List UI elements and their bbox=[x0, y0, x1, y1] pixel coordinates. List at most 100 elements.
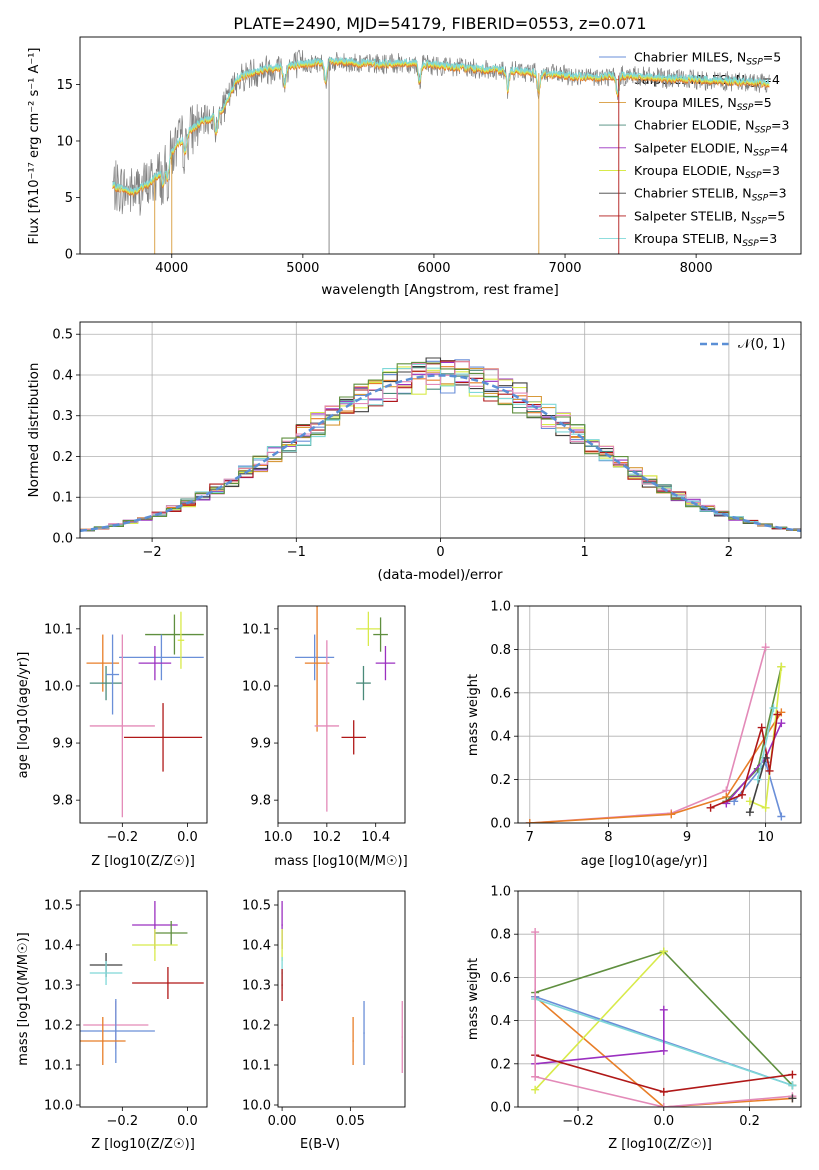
residual-ytick-label: 0.1 bbox=[52, 491, 73, 506]
age-z-ytick-label: 10.0 bbox=[44, 679, 73, 694]
data-point bbox=[326, 725, 328, 727]
residual-frame bbox=[79, 321, 802, 539]
weight-z-xtick-label: 0.2 bbox=[739, 1114, 760, 1129]
weight-marker bbox=[659, 1046, 668, 1055]
weight-marker bbox=[659, 1005, 668, 1014]
age-mass-xlabel: mass [log10(M/M☉)] bbox=[274, 854, 407, 869]
mass-ebv-ytick-label: 10.1 bbox=[242, 1059, 271, 1074]
mass-z-xtick-label: 0.0 bbox=[177, 1114, 198, 1129]
data-point bbox=[170, 932, 172, 934]
mass-z: −0.2 0.0 10.0 10.1 10.2 10.3 10.4 10.5 bbox=[44, 890, 208, 1129]
weight-marker bbox=[765, 766, 774, 775]
data-point bbox=[162, 736, 164, 739]
spectrum-ytick-label: 15 bbox=[56, 78, 73, 93]
mass-z-ytick-label: 10.3 bbox=[44, 979, 73, 994]
data-point bbox=[362, 682, 365, 684]
weight-z-ytick-label: 0.2 bbox=[490, 1057, 511, 1072]
residual-xtick-label: −1 bbox=[287, 545, 306, 560]
data-point bbox=[111, 673, 114, 676]
weight-age-frame bbox=[517, 605, 802, 824]
data-point bbox=[367, 628, 370, 630]
age-mass-xtick-label: 10.0 bbox=[264, 830, 293, 845]
age-z-ytick-label: 10.1 bbox=[44, 622, 73, 637]
residual-panel: (data-model)/error Normed distribution 𝒩… bbox=[26, 337, 785, 583]
weight-z-panel: Z [log10(Z/Z☉)] mass weight bbox=[466, 958, 712, 1152]
age-z-panel: Z [log10(Z/Z☉)] age [log10(age/yr)] bbox=[16, 652, 195, 869]
legend-label: Chabrier MILES, NSSP=5 bbox=[634, 50, 781, 68]
age-z-xtick-label: −0.2 bbox=[107, 830, 139, 845]
weight-marker bbox=[659, 1087, 668, 1096]
data-point bbox=[101, 1040, 104, 1042]
residual-plot-area bbox=[80, 357, 801, 533]
spectrum-frame bbox=[79, 36, 802, 255]
weight-z-ytick-label: 0.8 bbox=[490, 928, 511, 943]
mass-z-ytick-label: 10.2 bbox=[44, 1019, 73, 1034]
data-point bbox=[281, 924, 283, 926]
mass-z-panel: Z [log10(Z/Z☉)] mass [log10(M/M☉)] bbox=[16, 932, 195, 1152]
mass-ebv-xtick-label: 0.05 bbox=[336, 1114, 365, 1129]
weight-z-xlabel: Z [log10(Z/Z☉)] bbox=[608, 1137, 712, 1152]
residual-histogram-step bbox=[80, 363, 801, 531]
weight-marker bbox=[531, 1085, 540, 1094]
weight-z-ylabel: mass weight bbox=[466, 958, 481, 1040]
weight-series-line bbox=[749, 757, 767, 813]
weight-age: 7 8 9 10 0.0 0.2 0.4 0.6 0.8 1.0 bbox=[490, 600, 802, 845]
residual-xlabel: (data-model)/error bbox=[377, 567, 503, 583]
weight-age-xlabel: age [log10(age/yr)] bbox=[581, 854, 708, 869]
mass-ebv-xtick-label: 0.00 bbox=[268, 1114, 297, 1129]
weight-z-xtick-label: 0.0 bbox=[653, 1114, 674, 1129]
mass-ebv-ytick-label: 10.2 bbox=[242, 1019, 271, 1034]
weight-marker bbox=[788, 1081, 797, 1090]
weight-series-line bbox=[534, 932, 793, 1107]
data-point bbox=[281, 944, 283, 946]
legend-label: Salpeter STELIB, NSSP=5 bbox=[634, 208, 785, 226]
spectrum: 4000 5000 6000 7000 8000 0 5 10 15 bbox=[56, 36, 802, 276]
weight-marker bbox=[753, 775, 762, 784]
data-point bbox=[173, 633, 176, 636]
weight-age-ytick-label: 0.6 bbox=[490, 686, 511, 701]
age-mass-ytick-label: 10.0 bbox=[242, 679, 271, 694]
weight-marker bbox=[761, 803, 770, 812]
weight-marker bbox=[777, 662, 786, 671]
residual-ytick-label: 0.4 bbox=[52, 368, 73, 383]
weight-marker bbox=[777, 812, 786, 821]
data-point bbox=[160, 656, 163, 659]
weight-z-ytick-label: 1.0 bbox=[490, 885, 511, 900]
age-mass-xtick-label: 10.2 bbox=[312, 830, 341, 845]
mass-ebv-panel: E(B-V) bbox=[300, 1137, 340, 1152]
weight-series-line bbox=[534, 996, 793, 1107]
data-point bbox=[316, 662, 318, 664]
data-point bbox=[154, 944, 156, 946]
age-z-xlabel: Z [log10(Z/Z☉)] bbox=[91, 854, 195, 869]
weight-age-ytick-label: 0.8 bbox=[490, 643, 511, 658]
figure-title: PLATE=2490, MJD=54179, FIBERID=0553, z=0… bbox=[233, 14, 646, 33]
mass-z-ytick-label: 10.5 bbox=[44, 899, 73, 914]
data-point bbox=[154, 924, 156, 926]
weight-series-line bbox=[535, 1009, 665, 1065]
mass-ebv-ytick-label: 10.5 bbox=[242, 899, 271, 914]
weight-z-plot-area bbox=[531, 928, 797, 1107]
data-point bbox=[115, 1030, 117, 1032]
data-point bbox=[105, 682, 107, 684]
normal-legend-label: 𝒩(0, 1) bbox=[738, 337, 785, 352]
weight-age-xtick-label: 10 bbox=[757, 830, 774, 845]
mass-ebv-ytick-label: 10.0 bbox=[242, 1099, 271, 1114]
spectrum-xlabel: wavelength [Angstrom, rest frame] bbox=[321, 282, 559, 298]
mass-ebv-ytick-label: 10.3 bbox=[242, 979, 271, 994]
age-z-ylabel: age [log10(age/yr)] bbox=[16, 652, 31, 779]
spectrum-plot-area bbox=[112, 49, 770, 254]
weight-z-ytick-label: 0.0 bbox=[490, 1101, 511, 1116]
spectrum-ylabel: Flux [fλ10⁻¹⁷ erg cm⁻² s⁻¹ A⁻¹] bbox=[27, 48, 42, 245]
age-z-plot-area bbox=[86, 611, 204, 818]
weight-age-ytick-label: 0.4 bbox=[490, 730, 511, 745]
weight-age-ytick-label: 0.2 bbox=[490, 773, 511, 788]
age-mass-frame bbox=[277, 605, 406, 824]
data-point bbox=[313, 656, 316, 659]
weight-marker bbox=[745, 808, 754, 817]
data-point bbox=[281, 984, 283, 986]
mass-ebv: 0.00 0.05 10.0 10.1 10.2 10.3 10.4 10.5 bbox=[242, 890, 406, 1129]
age-mass: 10.0 10.2 10.4 9.8 9.9 10.0 10.1 bbox=[242, 605, 406, 845]
age-mass-ytick-label: 9.8 bbox=[250, 794, 271, 809]
data-point bbox=[154, 662, 156, 664]
weight-marker bbox=[773, 710, 782, 719]
